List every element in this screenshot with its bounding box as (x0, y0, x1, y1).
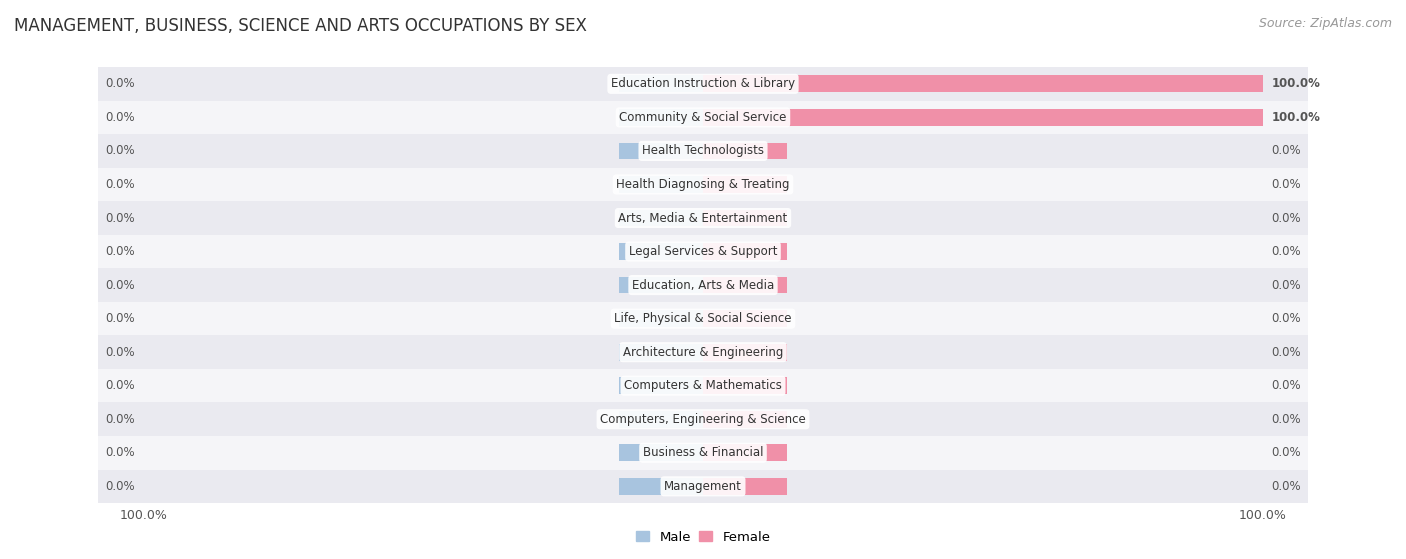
Bar (98, 201, 1308, 235)
Text: Education Instruction & Library: Education Instruction & Library (612, 77, 794, 91)
Text: 0.0%: 0.0% (105, 345, 135, 359)
Bar (703, 310, 787, 327)
Bar (619, 310, 703, 327)
Text: Health Technologists: Health Technologists (643, 144, 763, 158)
Text: Architecture & Engineering: Architecture & Engineering (623, 345, 783, 359)
Text: 0.0%: 0.0% (105, 446, 135, 459)
Bar (703, 277, 787, 293)
Bar (703, 243, 787, 260)
Bar (98, 268, 1308, 302)
Text: 100.0%: 100.0% (1271, 77, 1320, 91)
Text: 0.0%: 0.0% (105, 178, 135, 191)
Bar (98, 369, 1308, 402)
Text: 0.0%: 0.0% (105, 480, 135, 493)
Text: Computers, Engineering & Science: Computers, Engineering & Science (600, 413, 806, 426)
Text: Business & Financial: Business & Financial (643, 446, 763, 459)
Bar (98, 235, 1308, 268)
Bar (703, 176, 787, 193)
Text: 0.0%: 0.0% (105, 144, 135, 158)
Text: 0.0%: 0.0% (105, 413, 135, 426)
Text: 0.0%: 0.0% (105, 77, 135, 91)
Bar (619, 109, 703, 126)
Text: 0.0%: 0.0% (1271, 345, 1301, 359)
Text: Legal Services & Support: Legal Services & Support (628, 245, 778, 258)
Text: Community & Social Service: Community & Social Service (619, 111, 787, 124)
Text: 100.0%: 100.0% (1271, 111, 1320, 124)
Bar (619, 277, 703, 293)
Legend: Male, Female: Male, Female (630, 525, 776, 549)
Text: 0.0%: 0.0% (1271, 413, 1301, 426)
Bar (98, 470, 1308, 503)
Text: 0.0%: 0.0% (105, 278, 135, 292)
Bar (619, 444, 703, 461)
Text: Life, Physical & Social Science: Life, Physical & Social Science (614, 312, 792, 325)
Text: 0.0%: 0.0% (1271, 480, 1301, 493)
Bar (703, 344, 787, 361)
Bar (703, 109, 1263, 126)
Text: 0.0%: 0.0% (1271, 144, 1301, 158)
Bar (619, 411, 703, 428)
Text: 0.0%: 0.0% (105, 379, 135, 392)
Bar (98, 101, 1308, 134)
Bar (703, 210, 787, 226)
Bar (703, 478, 787, 495)
Text: 0.0%: 0.0% (105, 312, 135, 325)
Bar (98, 402, 1308, 436)
Bar (98, 134, 1308, 168)
Bar (703, 411, 787, 428)
Bar (703, 143, 787, 159)
Text: MANAGEMENT, BUSINESS, SCIENCE AND ARTS OCCUPATIONS BY SEX: MANAGEMENT, BUSINESS, SCIENCE AND ARTS O… (14, 17, 586, 35)
Bar (619, 75, 703, 92)
Bar (619, 210, 703, 226)
Bar (98, 168, 1308, 201)
Text: Management: Management (664, 480, 742, 493)
Bar (98, 436, 1308, 470)
Text: 0.0%: 0.0% (1271, 312, 1301, 325)
Text: 0.0%: 0.0% (105, 111, 135, 124)
Bar (619, 377, 703, 394)
Text: Source: ZipAtlas.com: Source: ZipAtlas.com (1258, 17, 1392, 30)
Text: 0.0%: 0.0% (1271, 278, 1301, 292)
Text: 0.0%: 0.0% (1271, 245, 1301, 258)
Text: 0.0%: 0.0% (1271, 211, 1301, 225)
Text: 0.0%: 0.0% (1271, 446, 1301, 459)
Text: 0.0%: 0.0% (105, 245, 135, 258)
Text: 0.0%: 0.0% (105, 211, 135, 225)
Bar (98, 67, 1308, 101)
Bar (703, 377, 787, 394)
Bar (619, 176, 703, 193)
Bar (619, 143, 703, 159)
Bar (98, 302, 1308, 335)
Bar (619, 243, 703, 260)
Text: Education, Arts & Media: Education, Arts & Media (631, 278, 775, 292)
Bar (619, 344, 703, 361)
Text: Computers & Mathematics: Computers & Mathematics (624, 379, 782, 392)
Text: Health Diagnosing & Treating: Health Diagnosing & Treating (616, 178, 790, 191)
Bar (703, 75, 1263, 92)
Bar (703, 444, 787, 461)
Bar (619, 478, 703, 495)
Bar (98, 335, 1308, 369)
Text: Arts, Media & Entertainment: Arts, Media & Entertainment (619, 211, 787, 225)
Text: 0.0%: 0.0% (1271, 178, 1301, 191)
Text: 0.0%: 0.0% (1271, 379, 1301, 392)
